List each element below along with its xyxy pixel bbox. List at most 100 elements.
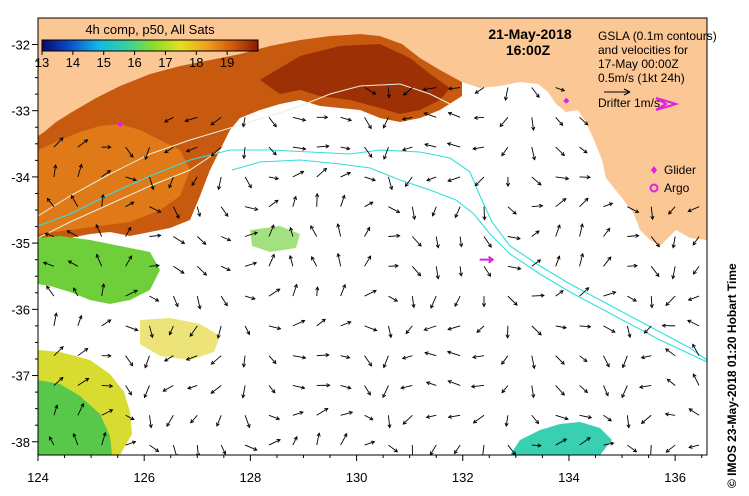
velocity-arrow [555, 438, 567, 446]
velocity-arrow [101, 283, 105, 297]
velocity-arrow-head [649, 304, 654, 309]
velocity-arrow-head [394, 263, 399, 268]
velocity-arrow [77, 348, 88, 357]
velocity-arrow-head [185, 148, 191, 153]
velocity-arrow [340, 195, 345, 207]
velocity-arrow [125, 414, 135, 420]
velocity-arrow [292, 355, 306, 359]
velocity-arrow-head [53, 164, 58, 169]
velocity-arrow-head [560, 152, 566, 157]
velocity-arrow-head [671, 275, 676, 280]
velocity-arrow-head [78, 163, 83, 169]
velocity-arrow [579, 355, 588, 362]
velocity-arrow-head [583, 358, 588, 363]
velocity-arrow [579, 146, 588, 154]
velocity-arrow-head [472, 419, 478, 424]
velocity-arrow-head [187, 385, 192, 390]
velocity-arrow [435, 266, 439, 279]
velocity-arrow [316, 433, 320, 446]
velocity-arrow [164, 116, 174, 123]
velocity-arrow [168, 176, 174, 188]
velocity-arrow [387, 87, 390, 98]
velocity-arrow [162, 385, 174, 392]
velocity-arrow-head [692, 343, 696, 348]
velocity-arrow [125, 289, 138, 297]
velocity-arrow-head [535, 420, 540, 425]
velocity-arrow [665, 348, 676, 357]
velocity-arrow [220, 206, 229, 217]
velocity-arrow [53, 137, 64, 148]
velocity-arrow-head [254, 207, 259, 212]
velocity-arrow-head [585, 287, 590, 292]
velocity-arrow-head [130, 201, 135, 206]
velocity-arrow-head [163, 357, 169, 362]
velocity-arrow [687, 319, 700, 327]
velocity-arrow-head [48, 436, 53, 441]
velocity-arrow-head [512, 210, 517, 215]
x-tick-label: 124 [27, 470, 49, 485]
velocity-arrow-head [425, 414, 431, 419]
velocity-arrow [364, 176, 376, 181]
velocity-arrow [603, 355, 610, 367]
velocity-arrow-head [632, 448, 638, 453]
velocity-arrow-head [474, 182, 479, 187]
velocity-arrow-head [382, 124, 387, 129]
velocity-arrow-head [272, 359, 277, 365]
velocity-arrow-head [453, 449, 458, 455]
velocity-arrow-head [579, 223, 584, 228]
velocity-arrow-head [430, 304, 434, 309]
velocity-arrow-head [402, 420, 407, 425]
velocity-arrow-head [271, 389, 276, 394]
velocity-arrow [364, 414, 374, 421]
velocity-arrow-head [562, 325, 568, 330]
velocity-arrow [46, 285, 55, 297]
sst-green-sw [38, 380, 112, 455]
velocity-arrow [125, 255, 133, 267]
velocity-arrow-head [300, 170, 305, 175]
velocity-arrow-head [253, 231, 259, 236]
velocity-arrow-head [368, 362, 373, 367]
velocity-arrow-head [341, 194, 346, 199]
velocity-arrow [220, 444, 226, 455]
velocity-arrow-head [531, 393, 536, 399]
velocity-arrow-head [692, 270, 697, 275]
velocity-arrow-head [423, 327, 428, 332]
velocity-arrow [268, 385, 276, 394]
velocity-arrow [292, 436, 298, 446]
velocity-arrow [426, 414, 437, 418]
velocity-arrow-head [372, 289, 377, 294]
velocity-arrow-head [224, 212, 229, 218]
velocity-arrow-head [95, 253, 100, 259]
velocity-arrow-head [448, 86, 453, 91]
velocity-arrow-head [424, 142, 429, 147]
velocity-arrow-head [302, 146, 307, 151]
velocity-arrow [501, 385, 509, 393]
velocity-arrow [475, 176, 485, 187]
velocity-arrow-head [587, 415, 593, 420]
velocity-arrow-head [148, 424, 153, 429]
velocity-arrow [101, 385, 113, 387]
velocity-arrow-head [272, 123, 277, 128]
velocity-arrow-head [505, 334, 510, 339]
velocity-arrow-head [226, 267, 231, 272]
velocity-arrow-head [197, 212, 202, 218]
gsla-contour-2 [231, 159, 707, 363]
velocity-arrow [383, 355, 389, 368]
velocity-arrow-head [638, 384, 644, 389]
x-tick-label: 136 [664, 470, 686, 485]
velocity-arrow [641, 355, 652, 359]
velocity-arrow [337, 223, 342, 237]
velocity-arrow [66, 230, 79, 237]
velocity-arrow-head [487, 272, 492, 277]
velocity-arrow [289, 255, 294, 267]
velocity-arrow-head [222, 450, 227, 455]
legend-glider: Glider [664, 163, 696, 177]
velocity-arrow-head [539, 203, 544, 208]
velocity-arrow-head [671, 244, 676, 249]
velocity-arrow [531, 385, 535, 398]
velocity-arrow [555, 255, 560, 267]
sst-green-west [38, 236, 160, 304]
velocity-arrow-head [517, 266, 522, 271]
velocity-arrow-head [395, 209, 401, 213]
velocity-arrow [579, 253, 584, 267]
